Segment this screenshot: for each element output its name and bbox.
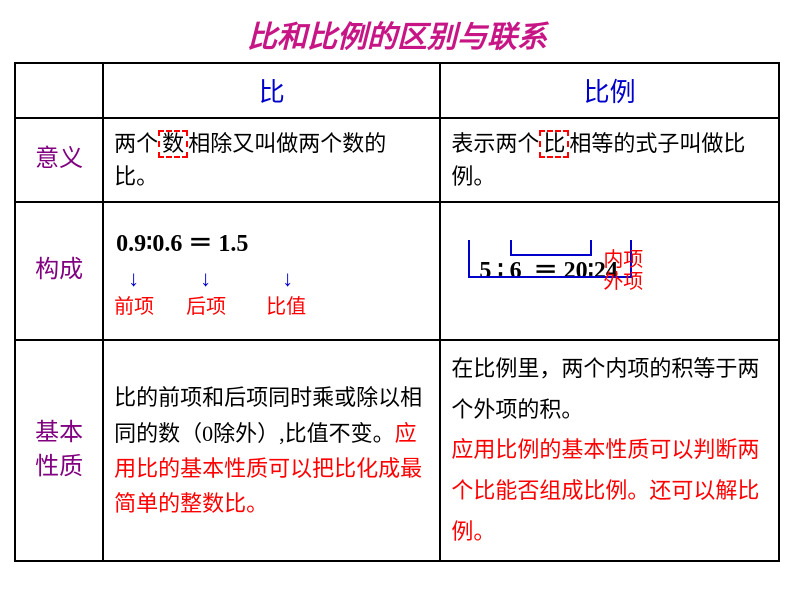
structure-label: 构成 (15, 202, 103, 340)
bracket-diagram (451, 235, 701, 305)
property-row: 基本 性质 比的前项和后项同时乘或除以相同的数（0除外）,比值不变。应用比的基本… (15, 340, 779, 561)
property-label-2: 性质 (35, 454, 83, 480)
property-prop-cell: 在比例里，两个内项的积等于两个外项的积。 应用比例的基本性质可以判断两个比能否组… (440, 340, 779, 561)
header-proportion: 比例 (440, 63, 779, 118)
header-row: 比 比例 (15, 63, 779, 118)
ratio-equation: 0.9∶0.6 ＝ 1.5 (110, 226, 433, 262)
label-qianxiang: 前项 (114, 292, 154, 322)
meaning-right-pre: 表示两个 (451, 131, 539, 156)
property-right-red: 应用比例的基本性质可以判断两个比能否组成比例。还可以解比例。 (451, 437, 759, 543)
structure-prop-cell: 5 ∶ 6 ＝ 20∶24 内项 外项 (440, 202, 779, 340)
meaning-right-box: 比 (539, 130, 569, 158)
property-label-1: 基本 (35, 420, 83, 446)
property-left-black: 比的前项和后项同时乘或除以相同的数（0除外）,比值不变。 (114, 385, 422, 445)
arrow-row: ↓ ↓ ↓ (110, 262, 433, 292)
meaning-prop-cell: 表示两个比相等的式子叫做比例。 (440, 118, 779, 202)
property-ratio-cell: 比的前项和后项同时乘或除以相同的数（0除外）,比值不变。应用比的基本性质可以把比… (103, 340, 440, 561)
structure-ratio-cell: 0.9∶0.6 ＝ 1.5 ↓ ↓ ↓ 前项 后项 比值 (103, 202, 440, 340)
structure-row: 构成 0.9∶0.6 ＝ 1.5 ↓ ↓ ↓ 前项 后项 比值 5 ∶ 6 ＝ … (15, 202, 779, 340)
ratio-labels: 前项 后项 比值 (110, 292, 433, 316)
arrow-icon: ↓ (128, 262, 139, 295)
arrow-icon: ↓ (200, 262, 211, 295)
page-title: 比和比例的区别与联系 (0, 0, 794, 62)
meaning-row: 意义 两个数相除又叫做两个数的比。 表示两个比相等的式子叫做比例。 (15, 118, 779, 202)
comparison-table: 比 比例 意义 两个数相除又叫做两个数的比。 表示两个比相等的式子叫做比例。 构… (14, 62, 780, 562)
property-label: 基本 性质 (15, 340, 103, 561)
outer-term-label: 外项 (603, 267, 643, 297)
meaning-left-box: 数 (158, 130, 188, 158)
meaning-label: 意义 (15, 118, 103, 202)
property-right-black: 在比例里，两个内项的积等于两个外项的积。 (451, 356, 759, 422)
meaning-left-pre: 两个 (114, 131, 158, 156)
label-houxiang: 后项 (186, 292, 226, 322)
eq-a: 0.9 (116, 231, 146, 257)
eq-b: 0.6 (152, 231, 182, 257)
label-bizhi: 比值 (266, 292, 306, 322)
meaning-ratio-cell: 两个数相除又叫做两个数的比。 (103, 118, 440, 202)
header-ratio: 比 (103, 63, 440, 118)
header-empty (15, 63, 103, 118)
eq-v: 1.5 (218, 231, 248, 257)
arrow-icon: ↓ (282, 262, 293, 295)
